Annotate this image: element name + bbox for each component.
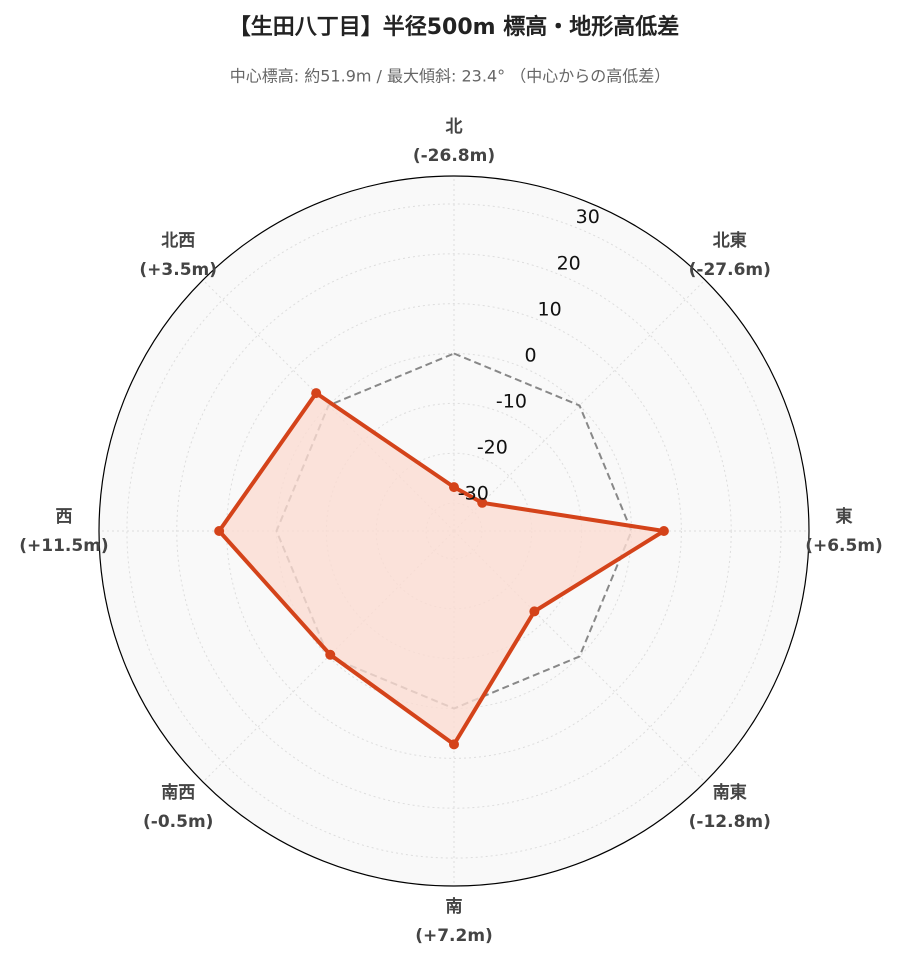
radial-tick-label: 10: [538, 298, 562, 320]
category-label: 北西: [161, 231, 195, 251]
outer-circle: [98, 175, 810, 887]
category-label: 東: [836, 506, 853, 527]
category-label: 北: [446, 117, 463, 137]
radial-tick-label: -20: [477, 437, 508, 459]
data-point: [325, 649, 336, 660]
category-label: 南西: [161, 782, 195, 803]
value-label: (+3.5m): [139, 260, 217, 280]
data-point: [214, 526, 225, 536]
category-label: 南: [446, 896, 463, 917]
data-point: [449, 739, 459, 750]
radial-tick-label: 20: [557, 252, 581, 274]
value-label: (-26.8m): [413, 146, 495, 166]
category-label: 南東: [713, 782, 747, 803]
category-label: 西: [56, 507, 73, 527]
value-label: (+7.2m): [415, 926, 493, 946]
data-point: [658, 526, 669, 536]
value-label: (-27.6m): [689, 260, 771, 280]
grid-spoke: [453, 530, 706, 783]
radial-tick-label: 0: [524, 344, 536, 366]
value-label: (+11.5m): [19, 536, 108, 556]
data-point: [529, 606, 540, 617]
category-label: 北東: [713, 230, 747, 251]
grid-circle: [226, 303, 682, 759]
radial-tick-label: -10: [496, 390, 527, 412]
value-label: (-0.5m): [143, 812, 213, 832]
radial-tick-label: -30: [458, 483, 489, 505]
value-label: (+6.5m): [805, 536, 883, 556]
grid-circle: [126, 203, 782, 859]
grid-spoke: [202, 279, 455, 532]
value-label: (-12.8m): [689, 812, 771, 832]
grid-circle: [176, 253, 732, 809]
radial-tick-label: 30: [576, 206, 600, 228]
chart-subtitle: 中心標高: 約51.9m / 最大傾斜: 23.4° （中心からの高低差）: [230, 67, 670, 86]
data-point: [311, 388, 322, 399]
chart-title: 【生田八丁目】半径500m 標高・地形高低差: [229, 14, 680, 40]
grid-spoke: [202, 530, 455, 783]
grid-spoke: [453, 279, 706, 532]
data-point: [477, 497, 488, 508]
data-point: [449, 482, 459, 493]
